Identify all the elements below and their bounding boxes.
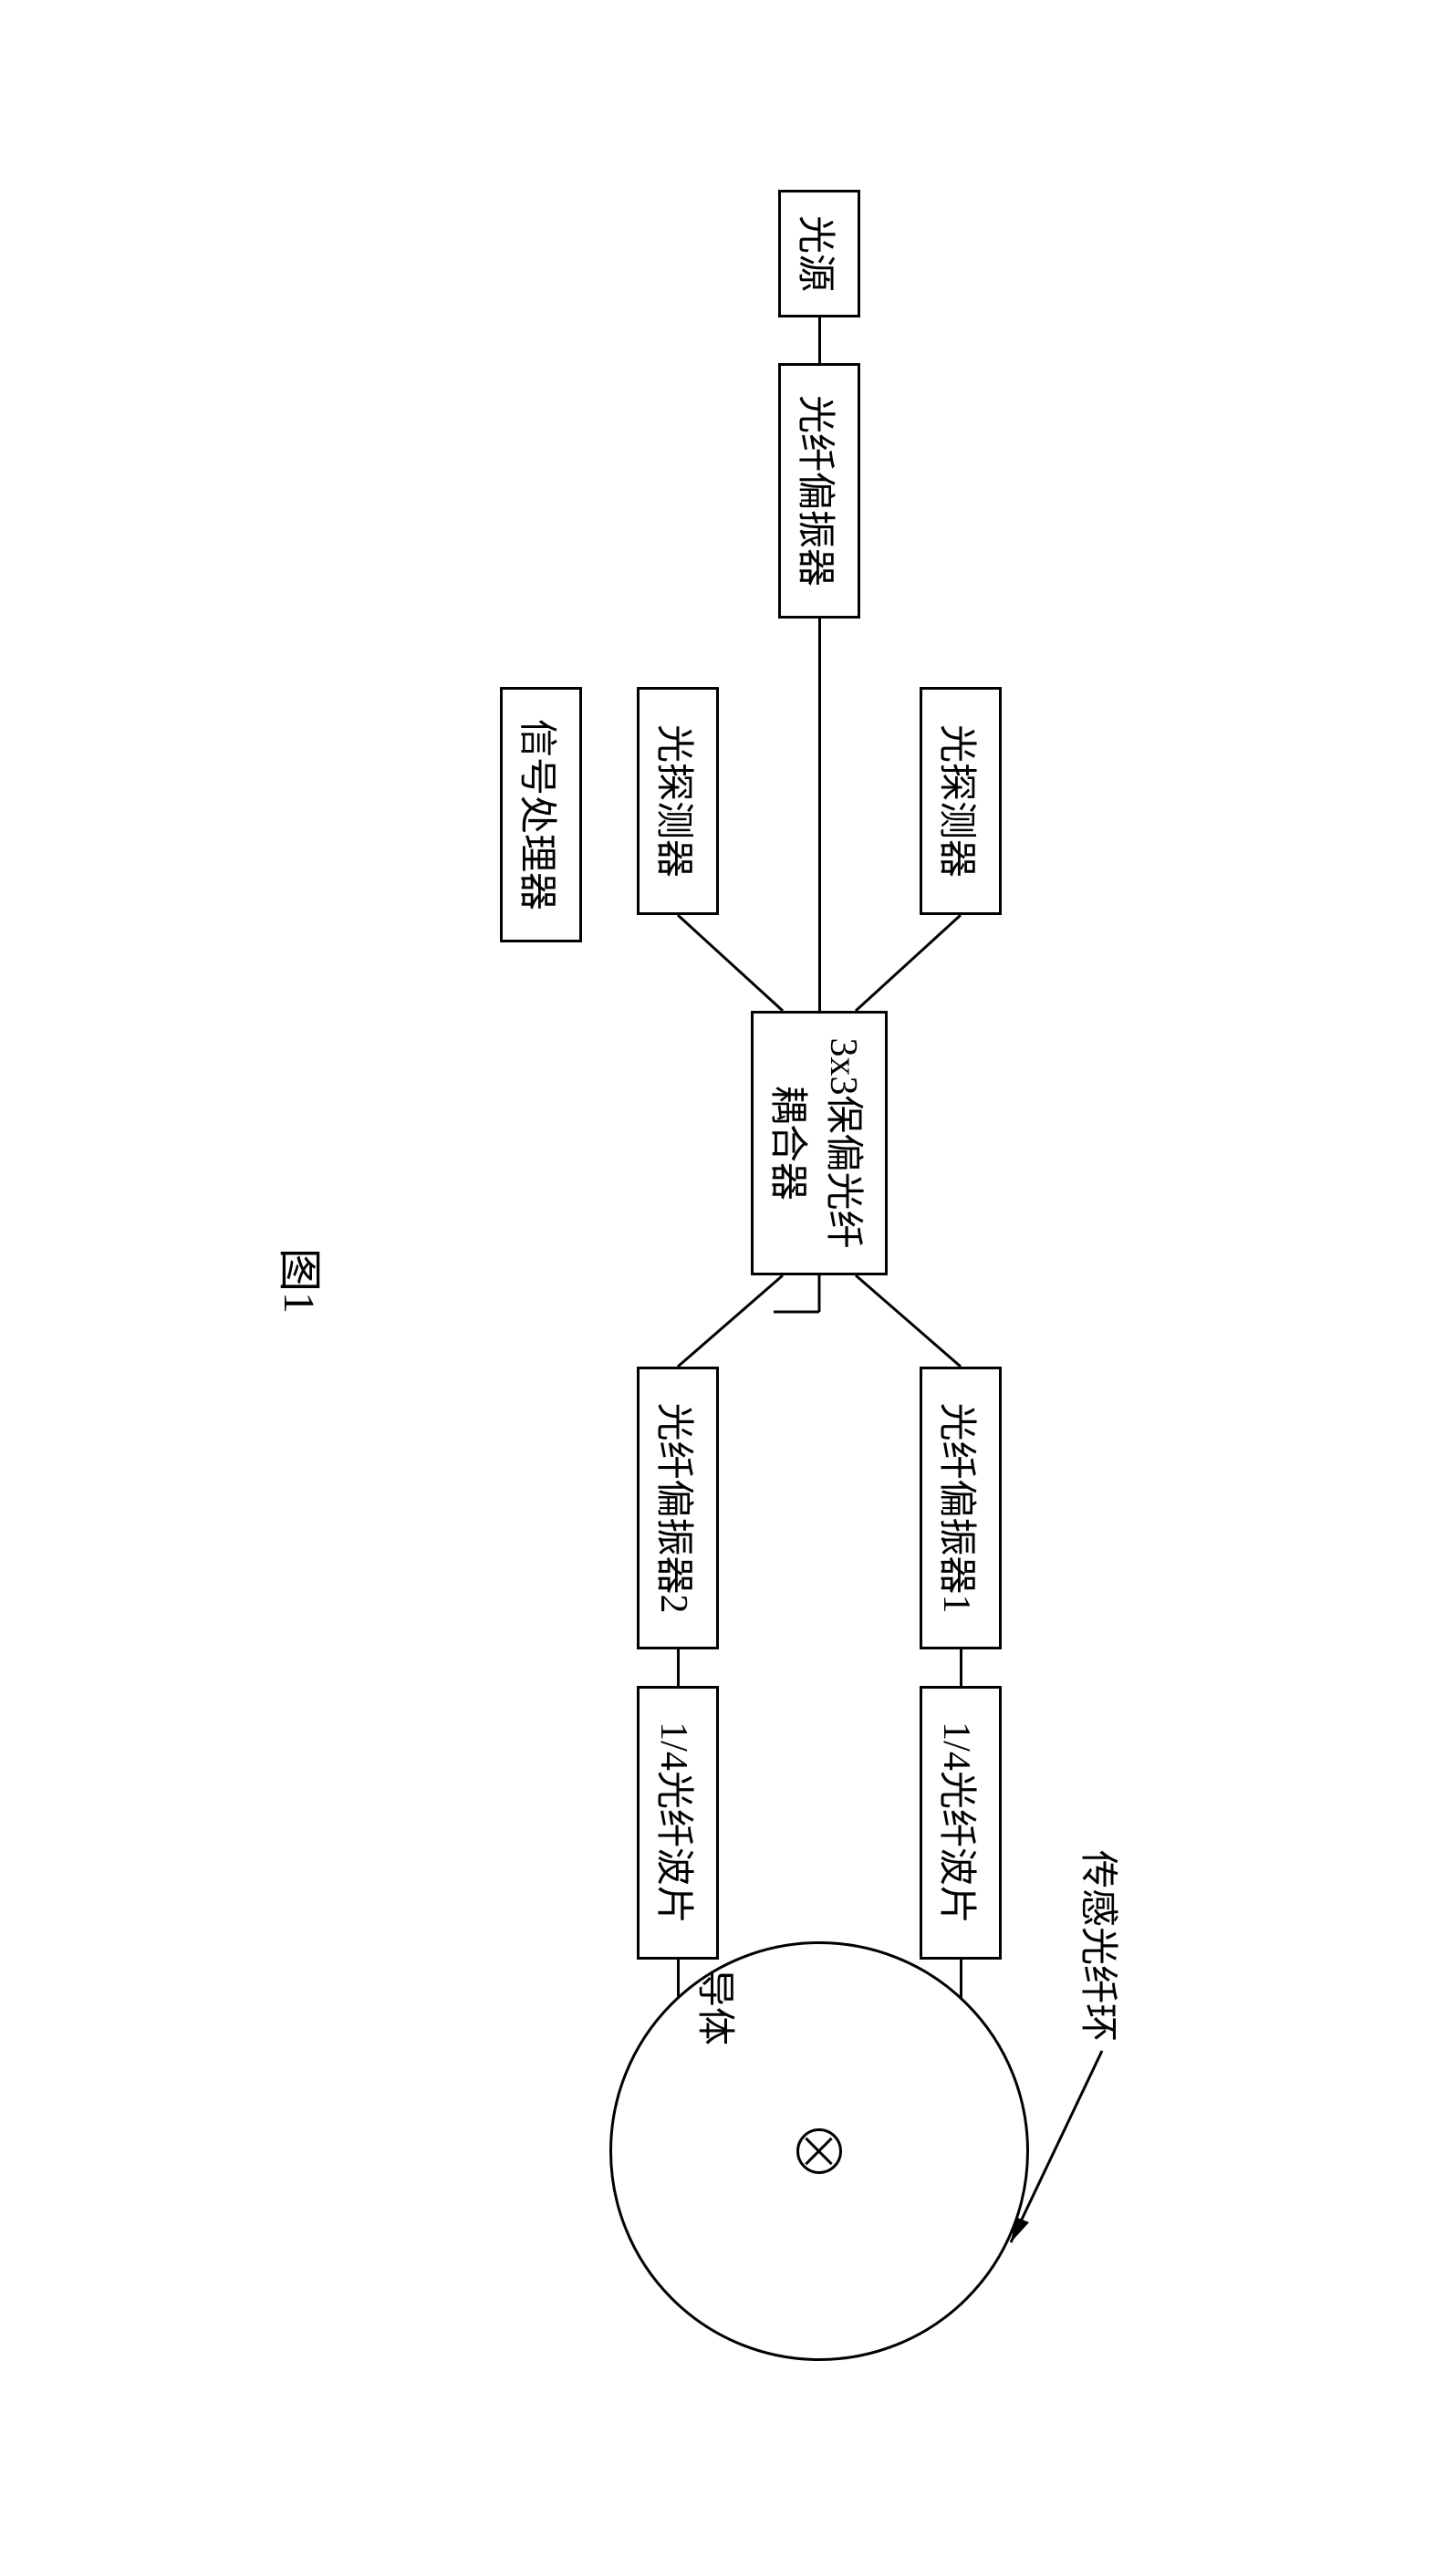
waveplate-2-label: 1/4光纤波片: [650, 1721, 706, 1924]
conductor-symbol: [796, 2128, 842, 2174]
diagram-canvas: 光源 光纤偏振器 光探测器 光探测器 信号处理器 3x3保偏光纤 耦合器: [181, 190, 1275, 2379]
figure-label: 图1: [272, 1248, 336, 1314]
connector-line: [677, 1649, 680, 1686]
connector-line: [960, 1649, 962, 1686]
fiber-polarizer-2-label: 光纤偏振器2: [650, 1402, 706, 1613]
conductor-label: 导体: [691, 1969, 746, 2045]
fiber-polarizer-2-box: 光纤偏振器2: [637, 1367, 719, 1649]
waveplate-2-box: 1/4光纤波片: [637, 1686, 719, 1960]
waveplate-1-box: 1/4光纤波片: [920, 1686, 1002, 1960]
waveplate-1-label: 1/4光纤波片: [933, 1721, 989, 1924]
sensing-ring-label: 传感光纤环: [1074, 1850, 1129, 2042]
fiber-polarizer-1-box: 光纤偏振器1: [920, 1367, 1002, 1649]
fiber-polarizer-1-label: 光纤偏振器1: [933, 1402, 989, 1613]
